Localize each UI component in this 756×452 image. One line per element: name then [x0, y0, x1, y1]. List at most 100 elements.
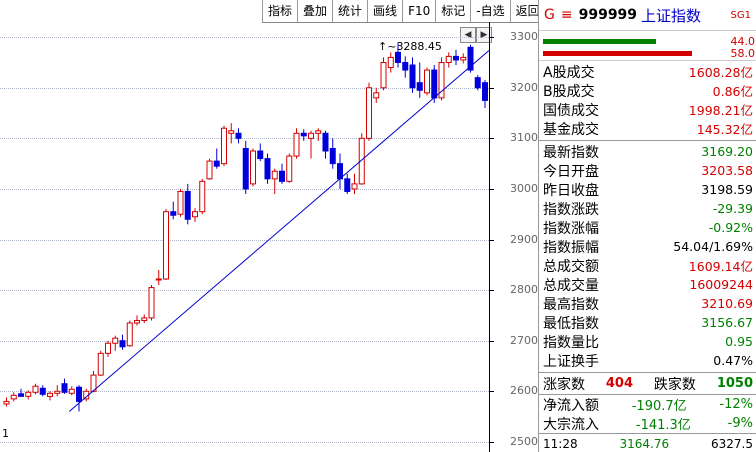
candle [18, 388, 24, 397]
index-amplitude-row: 指数振幅 54.04/1.69% [539, 237, 756, 256]
tick-volume: 6327.5 [711, 436, 753, 451]
peak-tilde: ~ [387, 40, 397, 53]
gridline [0, 441, 489, 443]
candle [293, 128, 300, 159]
flow-section: 净流入额 -190.7亿 -12% 大宗流入 -141.3亿 -9% [539, 394, 756, 433]
index-change-row: 指数涨跌 -29.39 [539, 199, 756, 218]
candle-body [395, 51, 401, 63]
y-tick [490, 87, 494, 89]
candle [68, 386, 75, 396]
candle [264, 153, 271, 184]
candle-body [264, 158, 271, 180]
prev-close-row: 昨日收盘 3198.59 [539, 180, 756, 199]
candle [329, 138, 336, 169]
candle-body [112, 337, 119, 344]
candle [199, 178, 206, 215]
candle-body [184, 190, 191, 220]
candle [322, 130, 329, 159]
indicator-button[interactable]: 指标 [262, 0, 297, 22]
kline-chart-area[interactable]: 指标 叠加 统计 画线 F10 标记 -自选 返回 ◀ ▶ ↑~3288.45 … [0, 0, 545, 452]
candle-body [257, 150, 264, 160]
row-label: B股成交 [543, 83, 595, 100]
candle [402, 56, 409, 78]
candle-body [300, 132, 307, 137]
row-value: 54.04/1.69% [673, 239, 753, 254]
gridline [0, 138, 489, 140]
candle-body [315, 130, 322, 134]
candle-body [453, 55, 459, 61]
candle [271, 168, 278, 194]
f10-button[interactable]: F10 [402, 0, 435, 22]
draw-line-button[interactable]: 画线 [367, 0, 402, 22]
y-tick [490, 138, 494, 140]
gridline [0, 290, 489, 292]
candle [148, 285, 155, 321]
row-value: 0.95 [725, 334, 753, 349]
overlay-button[interactable]: 叠加 [297, 0, 332, 22]
candle [192, 208, 198, 222]
candle [286, 153, 293, 183]
turnover-rate-row: 上证换手 0.47% [539, 351, 756, 370]
b-share-turnover-row: B股成交 0.86亿 [539, 81, 756, 100]
candle-body [68, 388, 75, 394]
statistics-button[interactable]: 统计 [332, 0, 367, 22]
gridline [0, 37, 489, 39]
candle-body [148, 287, 155, 319]
y-tick-label: 2600 [510, 384, 538, 398]
row-label: 昨日收盘 [543, 182, 599, 199]
y-tick [490, 290, 494, 292]
scroll-right-icon[interactable]: ▶ [476, 27, 492, 43]
candle-body [61, 383, 68, 393]
g-icon[interactable]: G [544, 7, 555, 23]
candle [279, 163, 285, 184]
candle [3, 397, 10, 407]
candle [134, 315, 140, 326]
menu-icon[interactable]: ≡ [560, 7, 573, 23]
row-label: 净流入额 [543, 397, 599, 414]
candle-body [308, 132, 314, 139]
latest-index-row: 最新指数 3169.20 [539, 142, 756, 161]
candle [112, 335, 119, 351]
candle [25, 390, 32, 400]
y-tick [490, 239, 494, 241]
strength-bars: 44.0 58.0 [539, 31, 756, 61]
high-index-row: 最高指数 3210.69 [539, 294, 756, 313]
candle [155, 269, 162, 286]
panel-header: G ≡ 999999 上证指数 SG1 [539, 0, 756, 31]
candle [337, 153, 343, 189]
y-tick-label: 2900 [510, 232, 538, 246]
row-pct: -12% [719, 397, 753, 412]
row-label: 上证换手 [543, 353, 599, 370]
candle-body [10, 394, 17, 400]
row-value: 3198.59 [701, 182, 753, 197]
candle [424, 67, 430, 96]
tick-time: 11:28 [543, 436, 578, 451]
green-bar-value: 44.0 [730, 35, 756, 48]
candle-body [416, 82, 423, 91]
candle [170, 201, 177, 220]
mark-button[interactable]: 标记 [435, 0, 470, 22]
candle-body [271, 170, 278, 180]
back-button[interactable]: 返回 [509, 0, 545, 22]
candle [221, 125, 227, 167]
candle [119, 334, 126, 350]
green-strength-bar [543, 39, 656, 44]
candle-body [351, 183, 358, 190]
total-volume-row: 总成交量 16009244 [539, 275, 756, 294]
candle-body [54, 390, 61, 394]
candle-body [293, 132, 300, 157]
candle [387, 52, 394, 73]
candle-body [358, 137, 365, 185]
candle [32, 383, 39, 395]
row-label: 今日开盘 [543, 163, 599, 180]
candle [467, 44, 474, 73]
candle [126, 320, 133, 347]
candle [358, 133, 365, 185]
y-tick-label: 3300 [510, 30, 538, 44]
candle-body [286, 155, 293, 182]
watchlist-button[interactable]: -自选 [470, 0, 509, 22]
candle-body [431, 69, 438, 99]
candle-body [25, 391, 32, 397]
row-label: 总成交量 [543, 277, 599, 294]
scroll-left-icon[interactable]: ◀ [460, 27, 476, 43]
